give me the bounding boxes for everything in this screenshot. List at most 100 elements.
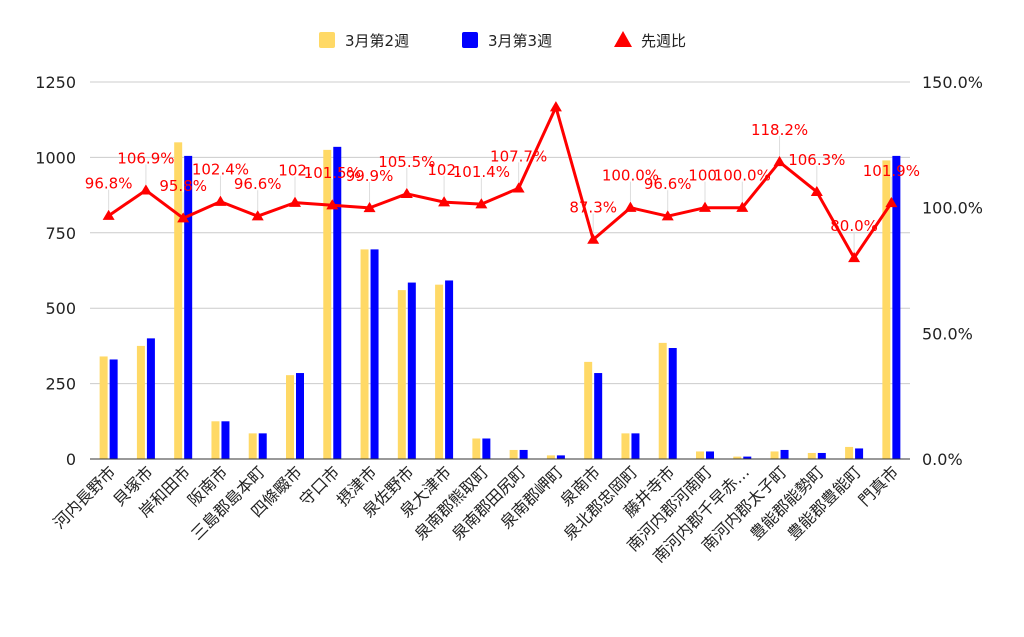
ratio-point-marker	[549, 101, 562, 112]
ratio-point-marker	[102, 209, 115, 220]
ratio-point-marker	[512, 182, 525, 193]
legend-marker-triangle	[614, 31, 632, 47]
y-right-tick-label: 50.0%	[922, 324, 973, 343]
bar-series-2	[221, 421, 230, 459]
ratio-data-label: 118.2%	[751, 121, 808, 139]
bar-series-2	[184, 155, 193, 459]
ratio-data-label: 106.3%	[788, 151, 845, 169]
ratio-point-marker	[699, 201, 711, 212]
ratio-data-label: 101.4%	[453, 163, 510, 181]
bar-series-2	[258, 433, 267, 459]
ratio-data-label: 100.	[688, 167, 721, 185]
bar-series-2	[296, 373, 304, 459]
legend-marker-square	[462, 32, 478, 48]
ratio-point-marker	[363, 201, 376, 213]
x-category-label: 門真市	[855, 462, 902, 509]
y-left-tick-label: 750	[45, 224, 76, 243]
y-right-tick-label: 100.0%	[922, 199, 983, 218]
bar-series-2	[109, 359, 118, 459]
ratio-point-marker	[289, 196, 301, 207]
ratio-point-marker	[400, 187, 413, 199]
ratio-data-label: 87.3%	[569, 199, 617, 217]
bar-series-2	[146, 338, 155, 459]
ratio-data-label: 101.9%	[863, 162, 920, 180]
x-category-label: 河内長野市	[49, 462, 119, 532]
bar-series-2	[892, 155, 901, 459]
bar-series-1	[696, 451, 704, 459]
bar-series-1	[770, 451, 779, 459]
bar-series-2	[817, 452, 826, 459]
ratio-point-marker	[475, 198, 488, 209]
ratio-point-marker	[624, 201, 637, 212]
ratio-data-label: 107.7%	[490, 147, 547, 165]
ratio-line-path	[107, 105, 893, 260]
ratio-point-marker	[214, 195, 227, 206]
ratio-data-label: 95.8%	[159, 177, 207, 195]
ratio-data-label: 102.	[427, 161, 460, 179]
ratio-point-marker	[139, 184, 152, 195]
ratio-point-marker	[661, 210, 674, 221]
grid-lines	[90, 81, 910, 385]
ratio-data-label: 102.4%	[192, 161, 249, 179]
legend: 3月第2週 3月第3週 先週比	[319, 31, 686, 50]
bar-series-1	[807, 452, 816, 459]
ratio-point-marker	[736, 201, 749, 212]
ratio-data-label: 100.0%	[602, 167, 659, 185]
bar-series-1	[99, 356, 108, 459]
ratio-data-label: 105.5%	[378, 153, 435, 171]
ratio-data-label: 96.6%	[644, 175, 692, 193]
legend-marker-square	[319, 32, 335, 48]
bar-series-1	[286, 375, 294, 459]
bar-series-1	[136, 345, 145, 459]
ratio-data-label: 96.6%	[234, 175, 282, 193]
y-left-tick-label: 1000	[35, 148, 76, 167]
y-left-tick-label: 500	[45, 299, 76, 318]
ratio-point-marker	[438, 196, 451, 207]
ratio-data-label: 80.0%	[830, 217, 878, 235]
y-right-tick-label: 0.0%	[922, 450, 963, 469]
bar-series-2	[333, 146, 342, 459]
ratio-data-label: 100.0%	[714, 167, 771, 185]
y-left-tick-label: 0	[66, 450, 76, 469]
ratio-line	[102, 101, 898, 263]
ratio-point-marker	[251, 210, 264, 221]
bar-series-2	[445, 280, 454, 459]
y-left-tick-label: 250	[45, 375, 76, 394]
ratio-point-marker	[773, 155, 786, 167]
bar-series-2	[706, 451, 714, 459]
bar-series-2	[594, 373, 603, 459]
ratio-data-label: 102.	[278, 162, 311, 180]
ratio-point-marker	[810, 185, 823, 197]
ratio-data-label: 106.9%	[117, 149, 174, 167]
bar-series-2	[519, 449, 528, 459]
bar-series-2	[482, 438, 491, 459]
ratio-point-marker	[587, 233, 600, 244]
data-labels: 96.8%106.9%95.8%102.4%96.6%102.101.5%99.…	[85, 121, 920, 235]
bar-series-2	[780, 449, 789, 459]
legend-label: 先週比	[641, 32, 686, 50]
bar-series-2	[855, 448, 864, 459]
legend-label: 3月第3週	[488, 32, 552, 50]
ratio-point-marker	[885, 196, 898, 208]
ratio-data-label: 96.8%	[85, 175, 133, 193]
bar-series-1	[360, 249, 369, 459]
bar-series-1	[658, 342, 667, 459]
bar-series-2	[743, 456, 752, 459]
bars	[99, 142, 901, 460]
y-right-tick-label: 150.0%	[922, 73, 983, 92]
ratio-data-label: 101.5%	[304, 164, 361, 182]
bar-series-1	[397, 290, 406, 459]
bar-series-1	[845, 446, 854, 459]
bar-series-1	[882, 160, 891, 459]
ratio-point-marker	[326, 199, 339, 210]
bar-series-1	[248, 433, 257, 459]
bar-series-2	[556, 455, 565, 459]
axes: 0 250 500 750 1000 1250 0.0% 50.0% 100.0% 150.0% 河…	[35, 73, 983, 566]
ratio-point-marker	[848, 251, 861, 263]
ratio-point-marker	[177, 212, 190, 223]
bar-series-2	[631, 433, 640, 459]
bar-series-1	[323, 149, 332, 460]
bar-series-1	[211, 421, 220, 459]
